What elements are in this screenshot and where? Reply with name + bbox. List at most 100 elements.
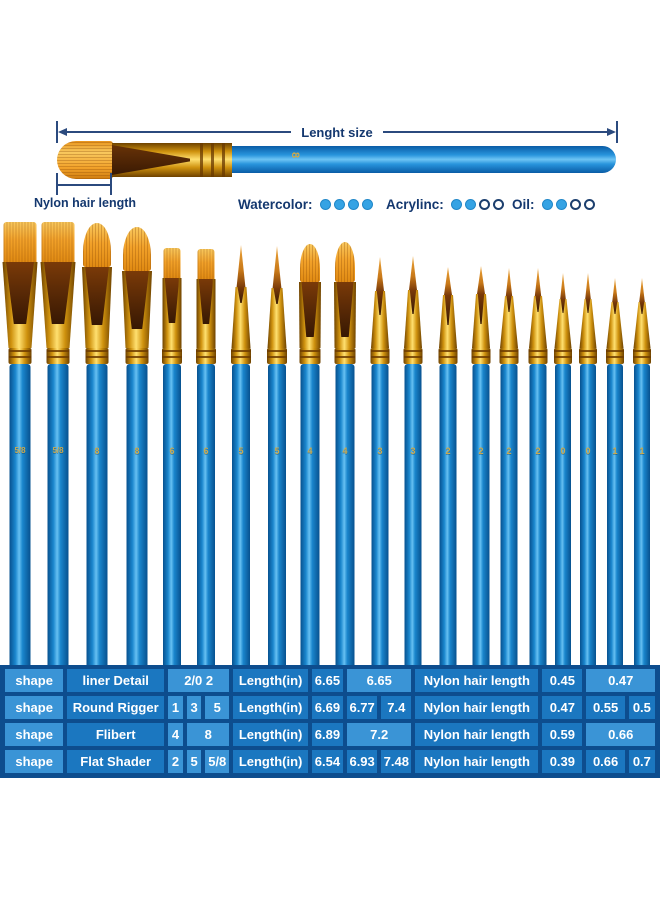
brush-size-number: 1 (639, 446, 645, 456)
brush-ferrule (633, 302, 651, 348)
nylon-label-cell: Nylon hair length (415, 696, 539, 719)
brush-tip (335, 242, 355, 282)
brush-handle (555, 364, 571, 674)
brush-size-number: 8 (134, 446, 140, 456)
length-size-label: Lenght size (301, 124, 373, 140)
diagram-handle-number: 8 (289, 152, 301, 159)
brush-tip (444, 267, 452, 295)
brush-tip (409, 256, 417, 290)
brush-ferrule (579, 299, 597, 348)
arrow-line (67, 131, 292, 133)
filled-dot-icon (361, 198, 373, 210)
brush-size-number: 5 (238, 446, 244, 456)
brush-bristle-base (506, 296, 512, 312)
brush-crimp-rings (579, 348, 597, 364)
brush-size-number: 4 (342, 446, 348, 456)
empty-dot-icon (478, 198, 490, 210)
nylon-label-cell: Nylon hair length (415, 723, 539, 746)
value-cell: 0.66 (586, 723, 655, 746)
brush-ferrule (500, 296, 518, 348)
shape-header-cell: shape (5, 669, 64, 692)
brush-crimp-rings (633, 348, 651, 364)
brush-crimp-rings (46, 348, 70, 364)
brush-bristle-base (273, 288, 281, 304)
value-cell: 5/8 (205, 750, 230, 773)
empty-dot-icon (492, 198, 504, 210)
brush-size-number: 2 (535, 446, 541, 456)
shape-header-cell: shape (5, 696, 64, 719)
brush-size-number: 1 (612, 446, 618, 456)
rating-oil: Oil: (512, 196, 595, 212)
brush-bristle-base (301, 282, 319, 337)
brush-liner-size-2: 2 (527, 268, 550, 674)
rating-watercolor: Watercolor: (238, 196, 373, 212)
brush-bristle-base (237, 287, 245, 303)
value-cell: 6.89 (311, 723, 344, 746)
brush-name-cell: Flibert (67, 723, 164, 746)
brush-handle (335, 364, 355, 674)
brush-round-size-5: 5 (229, 245, 253, 674)
brush-handle (86, 364, 108, 674)
spec-row: shape Round Rigger 1 3 5 Length(in) 6.69 6.77 7.… (5, 696, 655, 719)
brush-size-number: 2 (478, 446, 484, 456)
brush-round-size-3: 3 (369, 257, 392, 674)
brush-bristle-base (477, 294, 485, 324)
length-label-cell: Length(in) (233, 696, 308, 719)
shape-header-cell: shape (5, 723, 64, 746)
brush-size-number: 6 (169, 446, 175, 456)
filled-dot-icon (541, 198, 553, 210)
brush-size-number: 4 (307, 446, 313, 456)
filled-dot-icon (464, 198, 476, 210)
brush-ferrule (371, 291, 389, 348)
brush-handle (472, 364, 490, 674)
filled-dot-icon (333, 198, 345, 210)
brush-ferrule (529, 296, 547, 348)
brush-bristle-base (560, 299, 566, 313)
brush-tip (505, 268, 513, 296)
brush-filbert-size-4: 4 (297, 244, 323, 674)
brush-crimp-rings (528, 348, 548, 364)
rating-label: Acrylinc: (386, 196, 444, 212)
arrowhead-left-icon (58, 128, 67, 136)
brush-handle (9, 364, 31, 674)
bracket-line (57, 184, 112, 186)
brush-crimp-rings (267, 348, 287, 364)
filled-dot-icon (450, 198, 462, 210)
brush-handle (268, 364, 286, 674)
brush-size-number: 5/8 (52, 446, 64, 455)
value-cell: 3 (187, 696, 202, 719)
brush-size-number: 2 (506, 446, 512, 456)
brush-handle (300, 364, 320, 674)
brush-name-cell: liner Detail (67, 669, 164, 692)
brush-name-cell: Round Rigger (67, 696, 164, 719)
brush-crimp-rings (299, 348, 321, 364)
length-label-cell: Length(in) (233, 669, 308, 692)
brush-tip (197, 249, 215, 279)
brush-round-size-3: 3 (402, 256, 425, 674)
brush-bristle-base (376, 291, 384, 315)
spec-row: shape Flibert 4 8 Length(in) 6.89 7.2 Nylon hai… (5, 723, 655, 746)
brush-handle (439, 364, 457, 674)
brush-bristle-base (612, 302, 618, 314)
brush-liner-size-2: 2 (498, 268, 521, 674)
brush-flat-size-5-8: 5/8 (1, 222, 40, 674)
brush-crimp-rings (196, 348, 216, 364)
brush-tip (41, 222, 75, 262)
value-cell: 4 (168, 723, 184, 746)
arrow-end-tick (56, 121, 58, 143)
length-label-cell: Length(in) (233, 750, 308, 773)
value-cell: 0.59 (542, 723, 583, 746)
brush-bristle-base (585, 299, 591, 313)
brush-ferrule (267, 288, 287, 348)
brush-crimp-rings (554, 348, 572, 364)
brush-crimp-rings (85, 348, 109, 364)
brush-liner-size-1: 1 (604, 278, 626, 674)
spec-table: shape liner Detail 2/0 2 Length(in) 6.65 6.65… (1, 665, 659, 777)
brush-crimp-rings (231, 348, 251, 364)
brush-bristle-base (85, 267, 109, 325)
value-cell: 0.45 (542, 669, 583, 692)
brush-tip (612, 278, 618, 302)
brush-bristle-base (535, 296, 541, 312)
value-cell: 1 (168, 696, 184, 719)
brush-tip (163, 248, 181, 278)
